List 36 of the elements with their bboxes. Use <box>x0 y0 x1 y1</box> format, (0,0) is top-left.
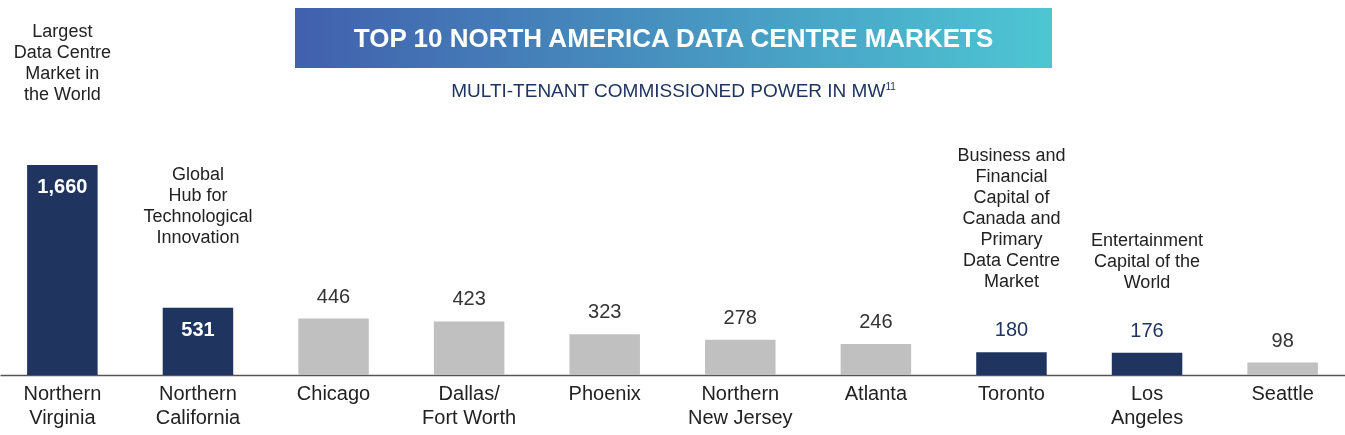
chart-subtitle: MULTI-TENANT COMMISSIONED POWER IN MW$^{11}$ <box>450 80 897 102</box>
x-tick-label: Dallas/ Fort Worth <box>422 381 517 428</box>
x-tick-label: Toronto <box>978 381 1045 404</box>
x-tick-label: Atlanta <box>844 381 908 404</box>
x-tick-label: Northern Virginia <box>23 381 102 428</box>
bar <box>1111 352 1183 375</box>
data-label: 246 <box>859 309 893 332</box>
chart-title: TOP 10 NORTH AMERICA DATA CENTRE MARKETS <box>295 8 1052 68</box>
data-label: 98 <box>1271 328 1294 351</box>
bar <box>976 352 1047 375</box>
data-label: 180 <box>994 318 1029 341</box>
bar <box>840 343 912 375</box>
x-tick-label: Northern California <box>155 381 242 428</box>
x-tick-label: Northern New Jersey <box>688 381 793 428</box>
data-label: 423 <box>452 287 486 310</box>
annotation: Entertainment Capital of the World <box>1091 229 1204 292</box>
data-label: 278 <box>723 305 757 328</box>
annotation: Business and Financial Capital of Canada and Primary Data Centre Market <box>957 145 1066 292</box>
data-label: 531 <box>181 317 215 340</box>
text: Largest Data Centre Market in the World <box>13 21 111 104</box>
bar <box>569 334 640 375</box>
bar <box>1247 362 1318 375</box>
x-tick-label: Los Angeles <box>1110 381 1184 428</box>
bar <box>433 321 505 375</box>
bar <box>27 165 98 375</box>
bar <box>298 318 369 375</box>
x-tick-label: Seattle <box>1251 381 1314 404</box>
annotation: Global Hub for Technological Innovation <box>143 163 253 247</box>
bar <box>705 339 776 375</box>
x-tick-label: Phoenix <box>568 381 641 404</box>
bar <box>162 307 234 375</box>
data-label: 446 <box>316 284 351 307</box>
data-label: 323 <box>588 300 622 323</box>
data-label: 1,660 <box>37 175 88 197</box>
x-tick-label: Chicago <box>296 381 371 404</box>
data-label: 176 <box>1130 318 1164 341</box>
